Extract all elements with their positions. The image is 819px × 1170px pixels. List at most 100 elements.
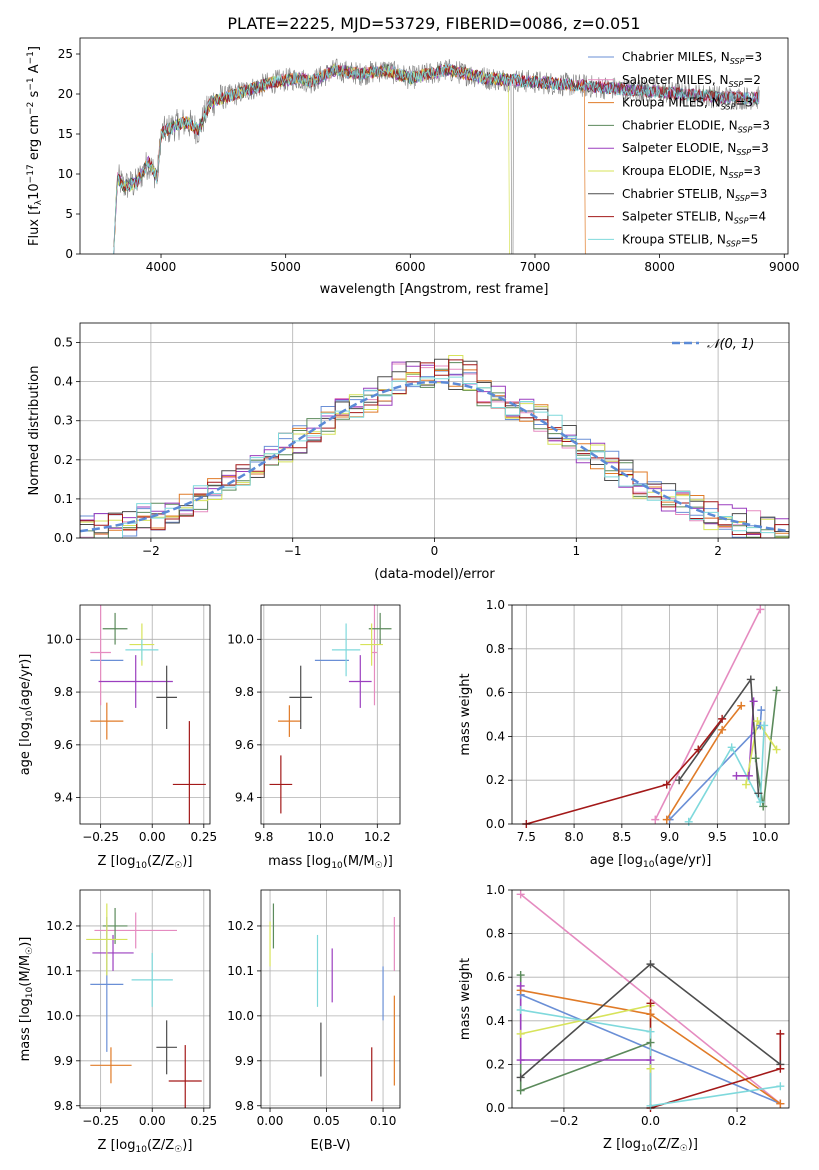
- y-tick-label: 0.3: [54, 414, 73, 428]
- mass-weight-line: [526, 718, 723, 824]
- legend-entry: 𝒩(0, 1): [707, 337, 754, 352]
- mass-weight-marker: [776, 1029, 785, 1038]
- residual-histogram-panel: −2 −1 0 1 2 0.0 0.1 0.2 0.3 0.4 0.5 𝒩(0, 1) (data-mo…: [27, 322, 790, 582]
- x-tick-label: 10.0: [307, 830, 334, 844]
- x-tick-label: −1: [284, 544, 302, 558]
- legend-entry: Salpeter ELODIE, NSSP=3: [622, 141, 769, 157]
- legend-entry: Kroupa MILES, NSSP=3: [622, 96, 753, 112]
- mass-weight-marker: [646, 960, 655, 969]
- x-axis-label: (data-model)/error: [374, 567, 495, 582]
- mass-weight-marker: [759, 802, 768, 811]
- mass-weight-marker: [516, 1056, 525, 1065]
- mass-weight-marker: [753, 717, 762, 726]
- x-tick-label: 0.25: [190, 1114, 217, 1128]
- spectrum-panel: 4000 5000 6000 7000 8000 9000 0 5 10 15 20 25 wavele…: [26, 37, 800, 297]
- y-tick-label: 10: [58, 167, 73, 181]
- mass-weight-marker: [646, 1010, 655, 1019]
- axes-frame: [260, 889, 401, 1109]
- y-tick-label: 20: [58, 87, 73, 101]
- legend-entry: Chabrier STELIB, NSSP=3: [622, 187, 767, 203]
- axes-frame: [511, 889, 790, 1109]
- x-tick-label: 4000: [146, 260, 177, 274]
- mass-weight-marker: [742, 780, 751, 789]
- mass-weight-marker: [746, 675, 755, 684]
- axes-frame: [79, 604, 211, 825]
- mass-weight-marker: [646, 999, 655, 1008]
- mass-weight-marker: [718, 725, 727, 734]
- mass-weight-marker: [646, 1027, 655, 1036]
- y-tick-label: 9.6: [54, 738, 73, 752]
- x-tick-label: 9000: [769, 260, 800, 274]
- mass-weight-marker: [760, 721, 769, 730]
- y-axis-label: Flux [fλ10−17 erg cm−2 s−1 A−1]: [26, 46, 44, 246]
- legend-entry: Chabrier ELODIE, NSSP=3: [622, 118, 770, 134]
- mass-weight-line: [519, 985, 651, 1061]
- mass-weight-line: [736, 701, 755, 777]
- y-tick-label: 9.4: [235, 791, 254, 805]
- y-tick-label: 15: [58, 127, 73, 141]
- mass-weight-marker: [754, 789, 763, 798]
- mass-weight-marker: [718, 714, 727, 723]
- y-tick-label: 0: [65, 247, 73, 261]
- y-tick-label: 10.2: [46, 919, 73, 933]
- y-tick-label: 0.1: [54, 492, 73, 506]
- y-tick-label: 9.6: [235, 738, 254, 752]
- y-tick-label: 0.0: [54, 531, 73, 545]
- mass-weight-marker: [684, 817, 693, 826]
- y-axis-label: mass [log10(M/M☉)]: [18, 937, 35, 1062]
- y-tick-label: 0.2: [486, 773, 505, 787]
- y-tick-label: 10.2: [227, 919, 254, 933]
- mass-weight-marker: [751, 754, 760, 763]
- mass-weight-line: [649, 1003, 782, 1108]
- axes-frame: [79, 322, 790, 539]
- x-tick-label: 10.2: [364, 830, 391, 844]
- y-tick-label: 10.1: [46, 964, 73, 978]
- x-tick-label: −0.2: [549, 1114, 578, 1128]
- y-axis-label: Normed distribution: [27, 366, 42, 496]
- mass-vs-z-panel: −0.25 0.00 0.25 9.8 9.9 10.0 10.1 10.2 Z [log10(…: [18, 889, 217, 1155]
- model-spectrum-line: [113, 63, 760, 254]
- mass-weight-marker: [756, 798, 765, 807]
- x-tick-label: 0.00: [257, 1114, 284, 1128]
- legend-entry: Salpeter STELIB, NSSP=4: [622, 210, 766, 226]
- y-tick-label: 0.5: [54, 336, 73, 350]
- mass-weight-marker: [646, 1038, 655, 1047]
- x-axis-label: Z [log10(Z/Z☉)]: [603, 1137, 698, 1154]
- y-tick-label: 9.4: [54, 791, 73, 805]
- legend-entry: Kroupa STELIB, NSSP=5: [622, 232, 758, 248]
- x-tick-label: 9.0: [660, 830, 679, 844]
- mass-weight-marker: [757, 706, 766, 715]
- mass-weight-marker: [675, 776, 684, 785]
- y-tick-label: 10.0: [227, 1009, 254, 1023]
- x-tick-label: 7.5: [517, 830, 536, 844]
- x-tick-label: 8.0: [565, 830, 584, 844]
- x-tick-label: 0.00: [139, 1114, 166, 1128]
- y-tick-label: 10.0: [227, 632, 254, 646]
- x-tick-label: 8.5: [612, 830, 631, 844]
- y-tick-label: 9.8: [54, 685, 73, 699]
- x-tick-label: −0.25: [82, 1114, 119, 1128]
- x-tick-label: −2: [142, 544, 160, 558]
- x-tick-label: 1: [572, 544, 580, 558]
- x-axis-label: age [log10(age/yr)]: [590, 853, 712, 870]
- mass-weight-marker: [646, 1064, 655, 1073]
- x-axis-label: wavelength [Angstrom, rest frame]: [320, 282, 549, 297]
- x-tick-label: 8000: [644, 260, 675, 274]
- x-tick-label: 0.05: [313, 1114, 340, 1128]
- x-tick-label: 2: [714, 544, 722, 558]
- x-tick-label: 0.10: [370, 1114, 397, 1128]
- y-tick-label: 10.0: [46, 1009, 73, 1023]
- y-tick-label: 0.4: [486, 729, 505, 743]
- mass-weight-line: [654, 609, 762, 820]
- x-axis-label: mass [log10(M/M☉)]: [268, 854, 393, 871]
- legend-entry: Salpeter MILES, NSSP=2: [622, 73, 761, 89]
- mass-weight-line: [688, 725, 765, 823]
- age-vs-z-panel: −0.25 0.00 0.25 9.4 9.6 9.8 10.0 Z [log10(Z/Z☉)…: [18, 604, 217, 871]
- x-tick-label: 5000: [270, 260, 301, 274]
- y-tick-label: 0.6: [486, 686, 505, 700]
- mass-weight-marker: [756, 605, 765, 614]
- mass-weight-marker: [662, 815, 671, 824]
- mass-weight-marker: [776, 1082, 785, 1091]
- mass-weight-marker: [516, 1005, 525, 1014]
